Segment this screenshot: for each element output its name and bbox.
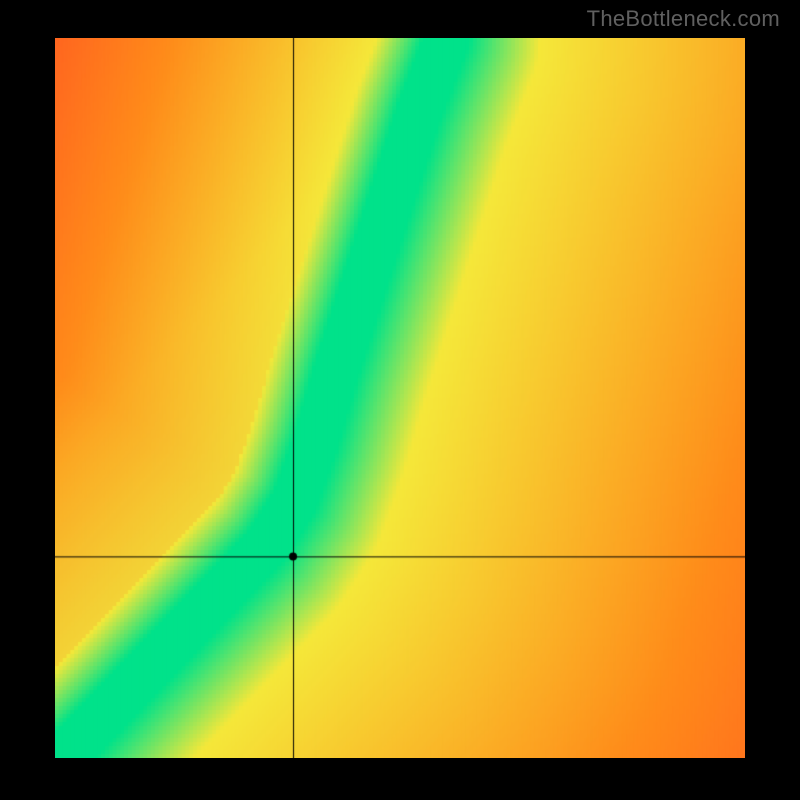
attribution-text: TheBottleneck.com xyxy=(587,6,780,32)
crosshair-overlay-canvas xyxy=(55,38,745,758)
heatmap-plot-area xyxy=(55,38,745,758)
figure-container: TheBottleneck.com xyxy=(0,0,800,800)
